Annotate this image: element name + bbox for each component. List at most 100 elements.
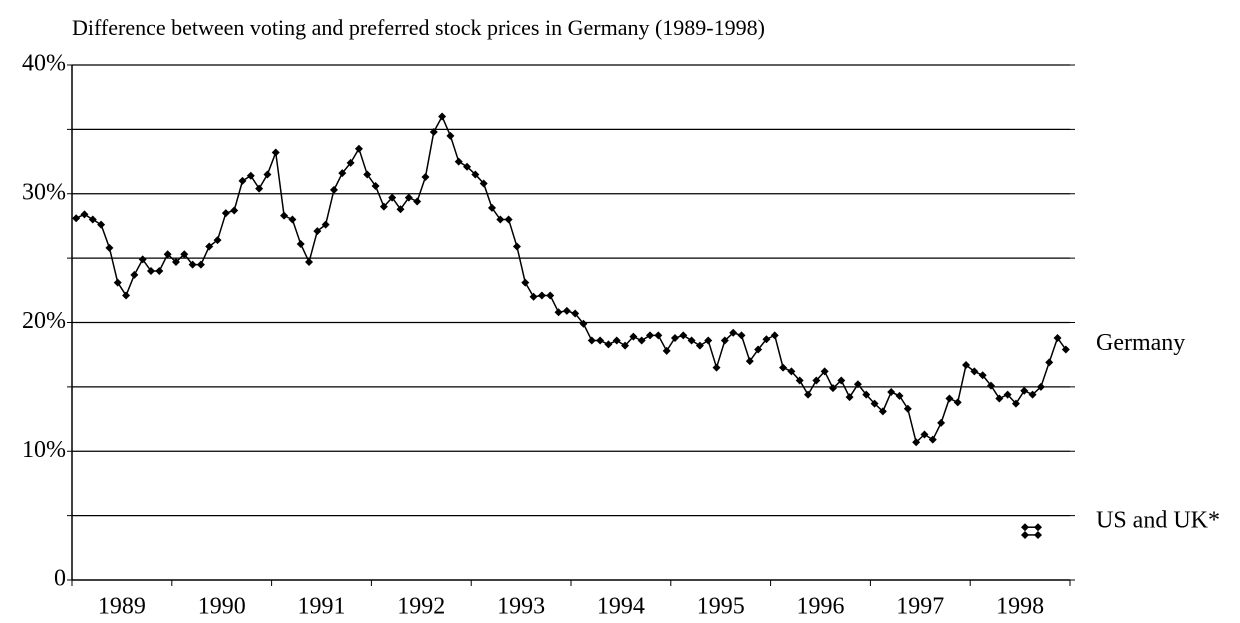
point [479, 179, 488, 188]
y-tick-label: 40% [22, 51, 66, 77]
point [621, 341, 630, 350]
point [354, 144, 363, 153]
point [504, 215, 513, 224]
point [122, 291, 131, 300]
point [562, 306, 571, 315]
point [995, 394, 1004, 403]
point [978, 371, 987, 380]
point [870, 399, 879, 408]
point [463, 162, 472, 171]
point [496, 215, 505, 224]
x-tick-label: 1996 [797, 594, 845, 620]
chart-title: Difference between voting and preferred … [72, 15, 765, 40]
x-tick-label: 1992 [397, 594, 445, 620]
point [712, 363, 721, 372]
point [230, 206, 239, 215]
point [296, 239, 305, 248]
point [745, 357, 754, 366]
point [363, 170, 372, 179]
point [446, 131, 455, 140]
x-tick-label: 1997 [896, 594, 944, 620]
point [471, 170, 480, 179]
point [754, 345, 763, 354]
point [787, 367, 796, 376]
point [1021, 530, 1029, 539]
point [1021, 523, 1029, 532]
point [255, 184, 264, 193]
x-tick-label: 1990 [198, 594, 246, 620]
point [646, 331, 655, 340]
point [612, 336, 621, 345]
point [687, 336, 696, 345]
point [421, 173, 430, 182]
point [928, 435, 937, 444]
point [180, 250, 189, 259]
point [88, 215, 97, 224]
y-tick-label: 30% [22, 179, 66, 205]
point [679, 331, 688, 340]
point [379, 202, 388, 211]
point [587, 336, 596, 345]
x-tick-label: 1994 [597, 594, 645, 620]
point [912, 438, 921, 447]
point [1045, 358, 1054, 367]
point [271, 148, 280, 157]
point [196, 260, 205, 269]
y-tick-label: 0 [54, 566, 66, 592]
x-tick-label: 1993 [497, 594, 545, 620]
point [138, 255, 147, 264]
point [804, 390, 813, 399]
point [72, 214, 81, 223]
point [895, 391, 904, 400]
point [953, 398, 962, 407]
point [521, 278, 530, 287]
point [97, 220, 106, 229]
point [853, 380, 862, 389]
point [188, 260, 197, 269]
point [720, 336, 729, 345]
point [171, 257, 180, 266]
point [288, 215, 297, 224]
point [878, 407, 887, 416]
point [1011, 399, 1020, 408]
x-tick-label: 1989 [98, 594, 146, 620]
point [795, 376, 804, 385]
y-tick-label: 10% [22, 437, 66, 463]
point [429, 127, 438, 136]
point [263, 170, 272, 179]
point [862, 390, 871, 399]
point [280, 211, 289, 220]
point [695, 341, 704, 350]
point [371, 182, 380, 191]
point [213, 236, 222, 245]
point [837, 376, 846, 385]
series-label: Germany [1096, 330, 1185, 356]
point [1003, 390, 1012, 399]
point [1020, 386, 1029, 395]
point [1028, 390, 1037, 399]
x-tick-label: 1991 [298, 594, 346, 620]
point [346, 158, 355, 167]
point [945, 394, 954, 403]
point [388, 193, 397, 202]
point [163, 250, 172, 259]
point [438, 112, 447, 121]
point [662, 346, 671, 355]
point [80, 210, 89, 219]
point [537, 291, 546, 300]
x-tick-label: 1998 [996, 594, 1044, 620]
point [105, 243, 114, 252]
point [305, 257, 314, 266]
point [629, 332, 638, 341]
point [338, 169, 347, 178]
y-tick-label: 20% [22, 308, 66, 334]
point [221, 209, 230, 218]
point [986, 381, 995, 390]
point [155, 267, 164, 275]
point [820, 367, 829, 376]
point [1036, 382, 1045, 391]
point [130, 270, 139, 279]
x-tick-label: 1995 [697, 594, 745, 620]
point [704, 336, 713, 345]
